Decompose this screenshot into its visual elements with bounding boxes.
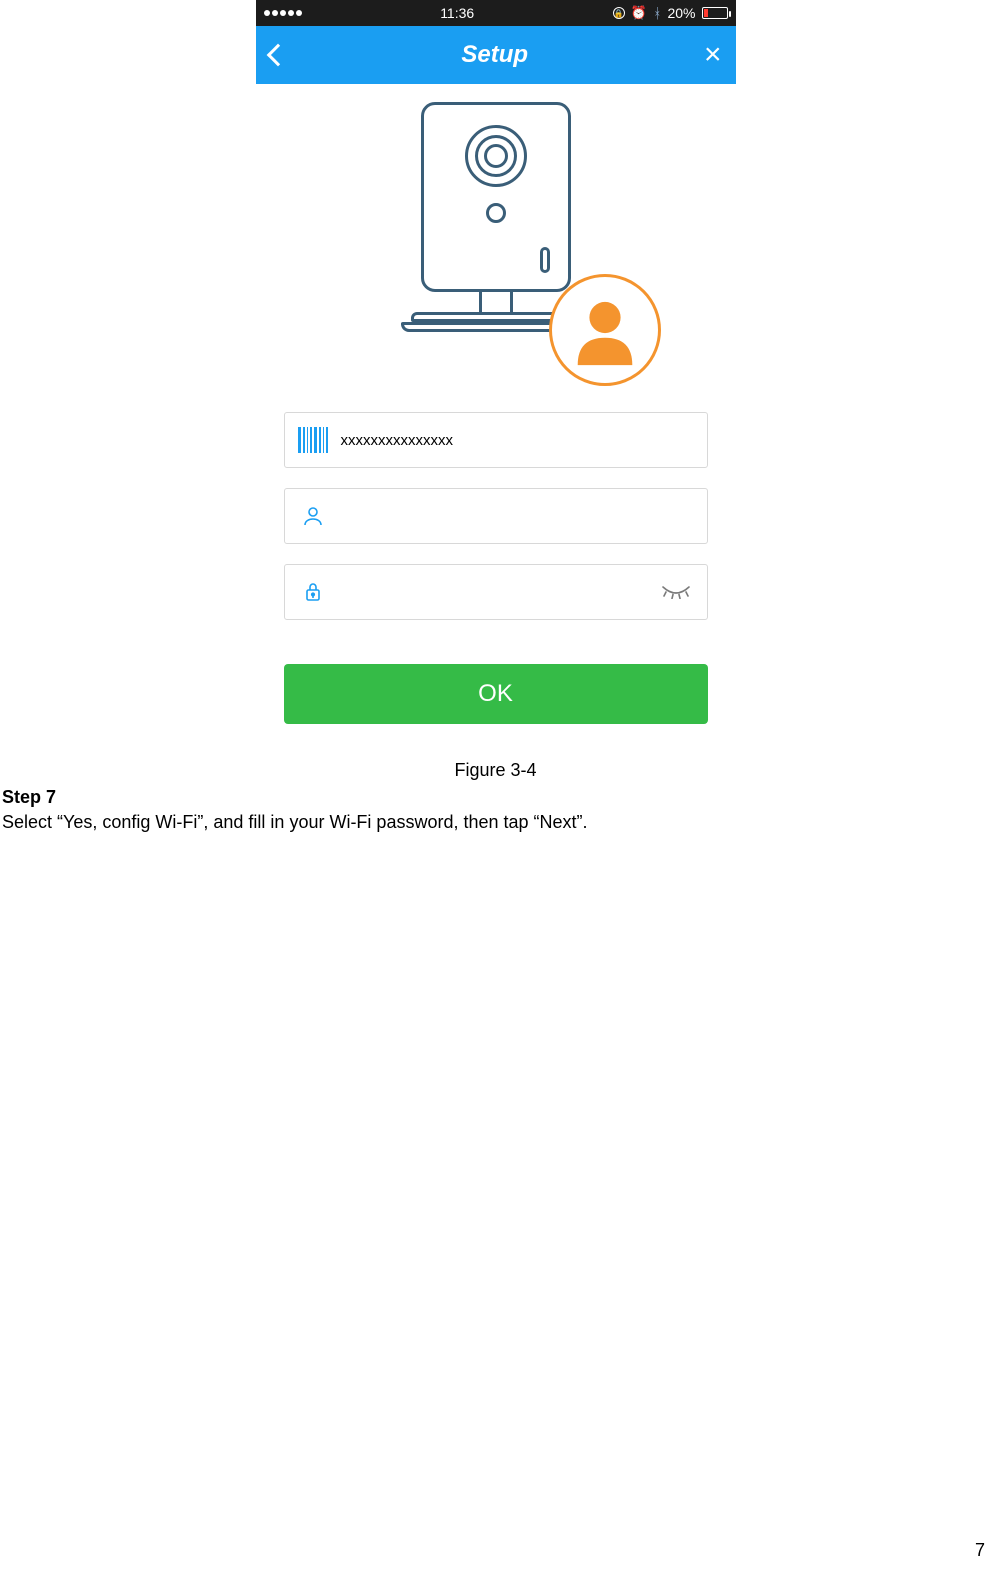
signal-dots-icon bbox=[264, 10, 302, 16]
hide-password-icon[interactable] bbox=[661, 585, 691, 599]
figure-caption: Figure 3-4 bbox=[0, 760, 991, 781]
step-text: Select “Yes, config Wi-Fi”, and fill in … bbox=[0, 812, 991, 833]
battery-icon bbox=[702, 7, 728, 19]
camera-illustration bbox=[284, 102, 708, 392]
status-time: 11:36 bbox=[440, 5, 474, 21]
phone-screenshot: 11:36 🔒 ⏰ ᚼ 20% Setup × bbox=[256, 0, 736, 752]
status-bar: 11:36 🔒 ⏰ ᚼ 20% bbox=[256, 0, 736, 26]
orientation-lock-icon: 🔒 bbox=[613, 7, 625, 19]
camera-device-icon bbox=[401, 102, 591, 392]
battery-percent: 20% bbox=[667, 5, 695, 21]
barcode-icon bbox=[299, 427, 327, 453]
serial-value: xxxxxxxxxxxxxxx bbox=[341, 432, 454, 449]
status-left bbox=[264, 10, 302, 16]
status-right: 🔒 ⏰ ᚼ 20% bbox=[613, 5, 728, 21]
nav-bar: Setup × bbox=[256, 26, 736, 84]
content: xxxxxxxxxxxxxxx bbox=[256, 84, 736, 752]
password-field[interactable] bbox=[284, 564, 708, 620]
close-icon[interactable]: × bbox=[704, 40, 722, 70]
bluetooth-icon: ᚼ bbox=[653, 5, 661, 21]
battery-fill bbox=[704, 9, 709, 17]
user-icon bbox=[299, 504, 327, 528]
alarm-icon: ⏰ bbox=[631, 5, 647, 21]
nav-title: Setup bbox=[461, 41, 528, 69]
serial-field[interactable]: xxxxxxxxxxxxxxx bbox=[284, 412, 708, 468]
step-label: Step 7 bbox=[0, 787, 991, 808]
ok-button-label: OK bbox=[478, 680, 513, 708]
page-number: 7 bbox=[975, 1540, 985, 1561]
username-field[interactable] bbox=[284, 488, 708, 544]
user-badge-icon bbox=[549, 274, 661, 386]
ok-button[interactable]: OK bbox=[284, 664, 708, 724]
back-icon[interactable] bbox=[266, 44, 289, 67]
lock-icon bbox=[299, 580, 327, 604]
